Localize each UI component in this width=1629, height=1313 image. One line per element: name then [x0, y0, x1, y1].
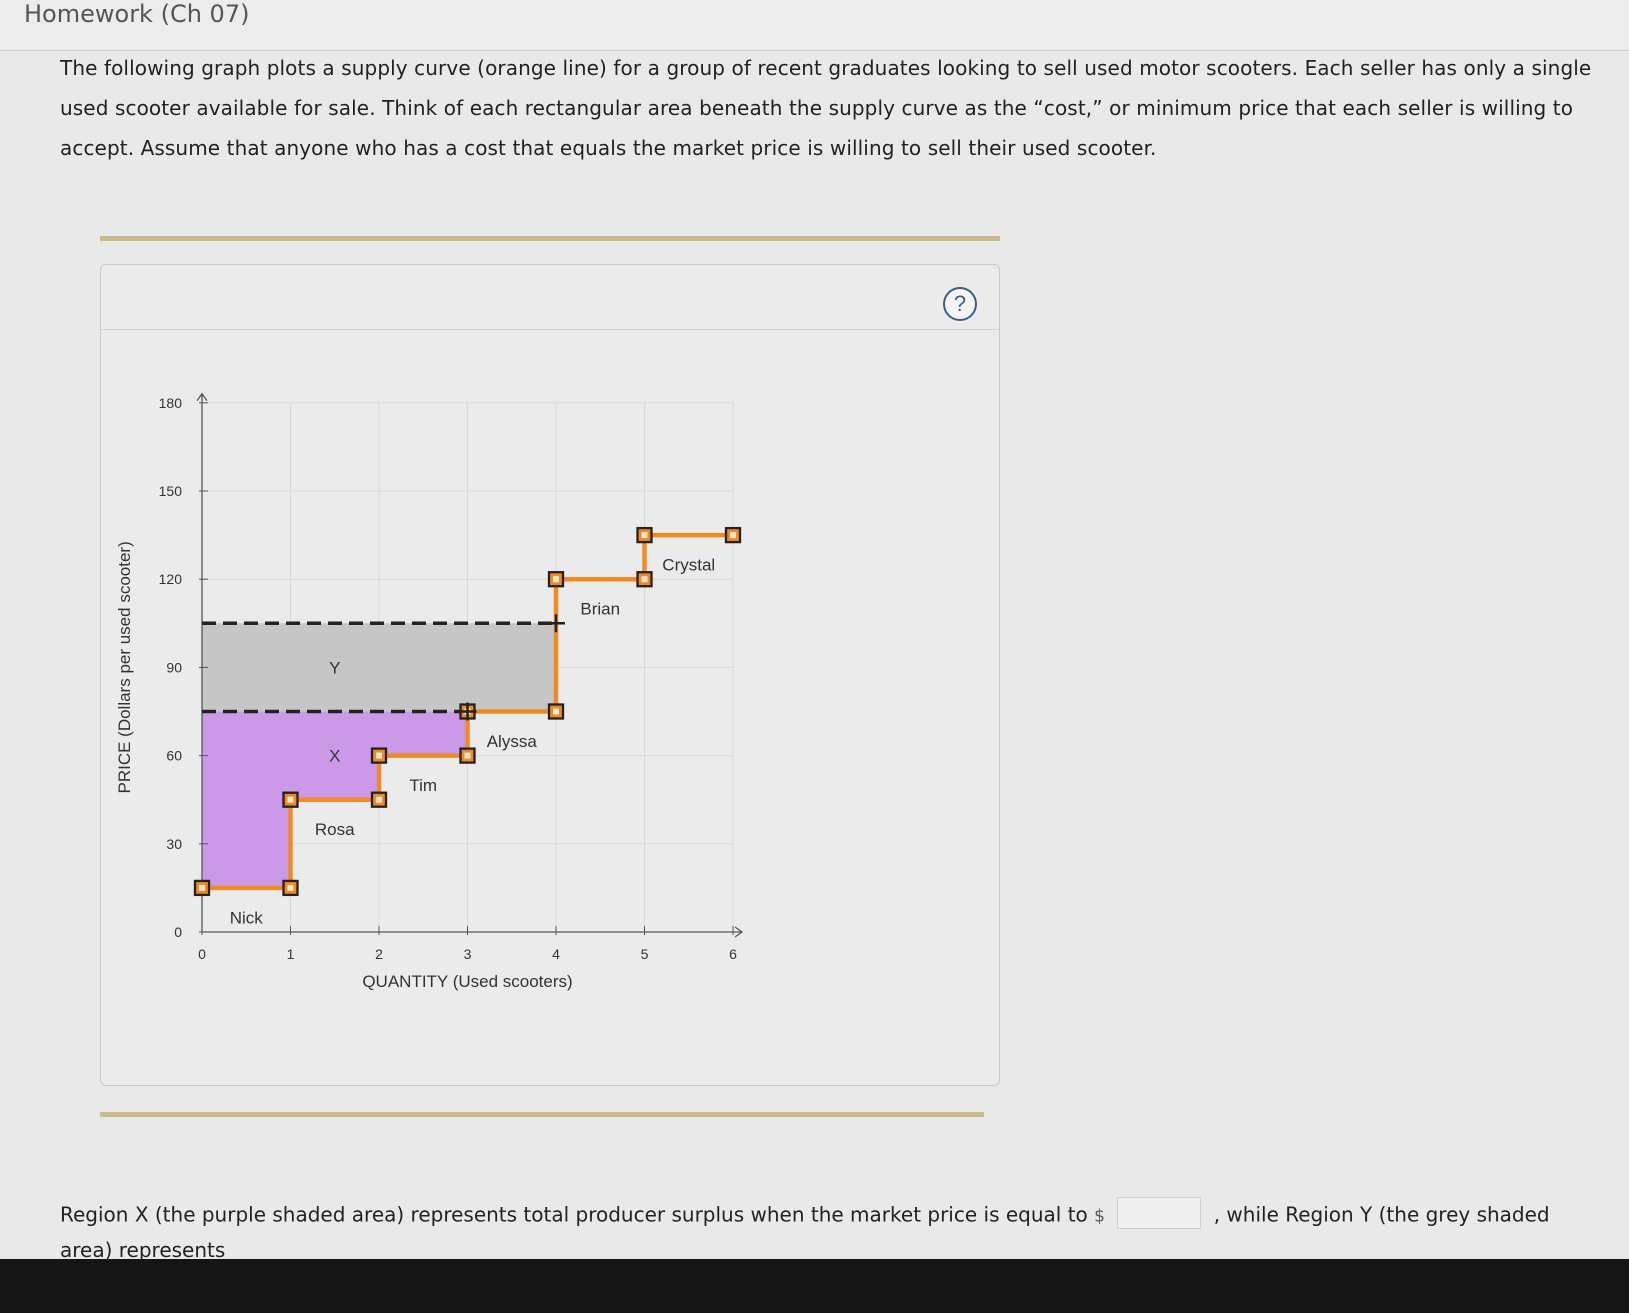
y-tick-label: 0	[174, 924, 182, 940]
supply-point-handle-center	[464, 752, 471, 759]
screen-bezel	[0, 1259, 1629, 1313]
seller-label: Tim	[409, 776, 437, 795]
x-tick-label: 1	[287, 946, 295, 962]
price-input-field[interactable]	[1117, 1197, 1202, 1229]
supply-point-handle-center	[553, 708, 559, 715]
supply-point-handle-center	[376, 752, 382, 759]
y-tick-label: 120	[159, 571, 183, 587]
supply-chart: 0 30 60 90 120 150 180 0 1 2 3 4 5 6 QUANTITY (Used sc…	[115, 392, 744, 991]
question-cutoff-line: area) represents	[60, 1238, 226, 1262]
seller-label: Nick	[230, 908, 264, 927]
x-axis-title: QUANTITY (Used scooters)	[362, 972, 572, 991]
region-y-grey-area	[202, 623, 556, 712]
seller-label: Crystal	[662, 556, 715, 575]
x-tick-label: 4	[552, 946, 560, 962]
seller-label: Alyssa	[487, 732, 538, 751]
supply-point-handle-center	[376, 796, 382, 803]
supply-point-handle-center	[287, 884, 294, 891]
y-axis-title: PRICE (Dollars per used scooter)	[115, 541, 134, 793]
x-tick-label: 3	[464, 946, 472, 962]
supply-point-handle-center	[641, 532, 648, 539]
y-axis-arrow-icon	[196, 392, 208, 402]
y-tick-label: 180	[159, 395, 183, 411]
seller-label: Rosa	[315, 820, 355, 839]
currency-symbol: $	[1094, 1206, 1105, 1227]
divider-bottom	[100, 1112, 984, 1117]
x-tick-label: 0	[198, 946, 206, 962]
page-header: Homework (Ch 07)	[0, 0, 1629, 51]
seller-label: Brian	[580, 600, 620, 619]
divider-top	[100, 236, 1000, 241]
region-x-label: X	[329, 747, 340, 766]
supply-point-handle-center	[287, 796, 294, 803]
question-part1: Region X (the purple shaded area) repres…	[60, 1202, 1088, 1227]
supply-point-handle-center	[199, 884, 205, 891]
graph-toolbar: ?	[101, 265, 999, 330]
x-tick-label: 2	[375, 946, 383, 962]
question-part2: , while Region Y (the grey shaded	[1213, 1202, 1550, 1227]
region-y-label: Y	[329, 658, 340, 677]
x-axis-arrow-icon	[734, 926, 744, 938]
page-title: Homework (Ch 07)	[24, 0, 250, 28]
supply-point-handle-center	[641, 576, 648, 583]
graph-panel: ? 0 30 60 90 120 150 180 0 1 2 3 4 5 6 QUANTITY (Used …	[100, 264, 1000, 1086]
y-tick-label: 150	[159, 483, 183, 499]
question-text: Region X (the purple shaded area) repres…	[60, 1197, 1620, 1232]
supply-point-handle-center	[553, 576, 559, 583]
y-tick-label: 60	[166, 748, 182, 764]
x-tick-label: 5	[641, 946, 649, 962]
problem-statement: The following graph plots a supply curve…	[60, 56, 1592, 160]
x-tick-label: 6	[729, 946, 737, 962]
y-tick-label: 30	[166, 836, 182, 852]
y-tick-label: 90	[166, 659, 182, 675]
help-button[interactable]: ?	[943, 287, 977, 321]
supply-point-handle-center	[730, 532, 736, 539]
